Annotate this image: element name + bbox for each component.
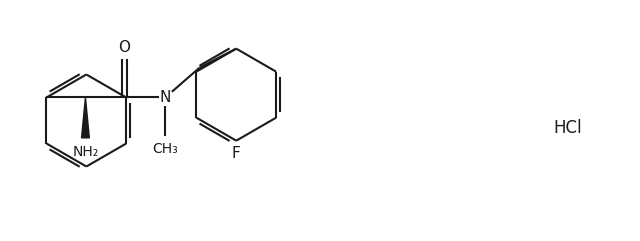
Text: NH₂: NH₂ — [72, 145, 99, 159]
Text: N: N — [160, 90, 171, 105]
Text: CH₃: CH₃ — [152, 142, 179, 156]
Text: HCl: HCl — [554, 119, 582, 137]
Text: F: F — [232, 146, 241, 161]
Text: O: O — [118, 40, 131, 55]
Polygon shape — [81, 98, 90, 138]
